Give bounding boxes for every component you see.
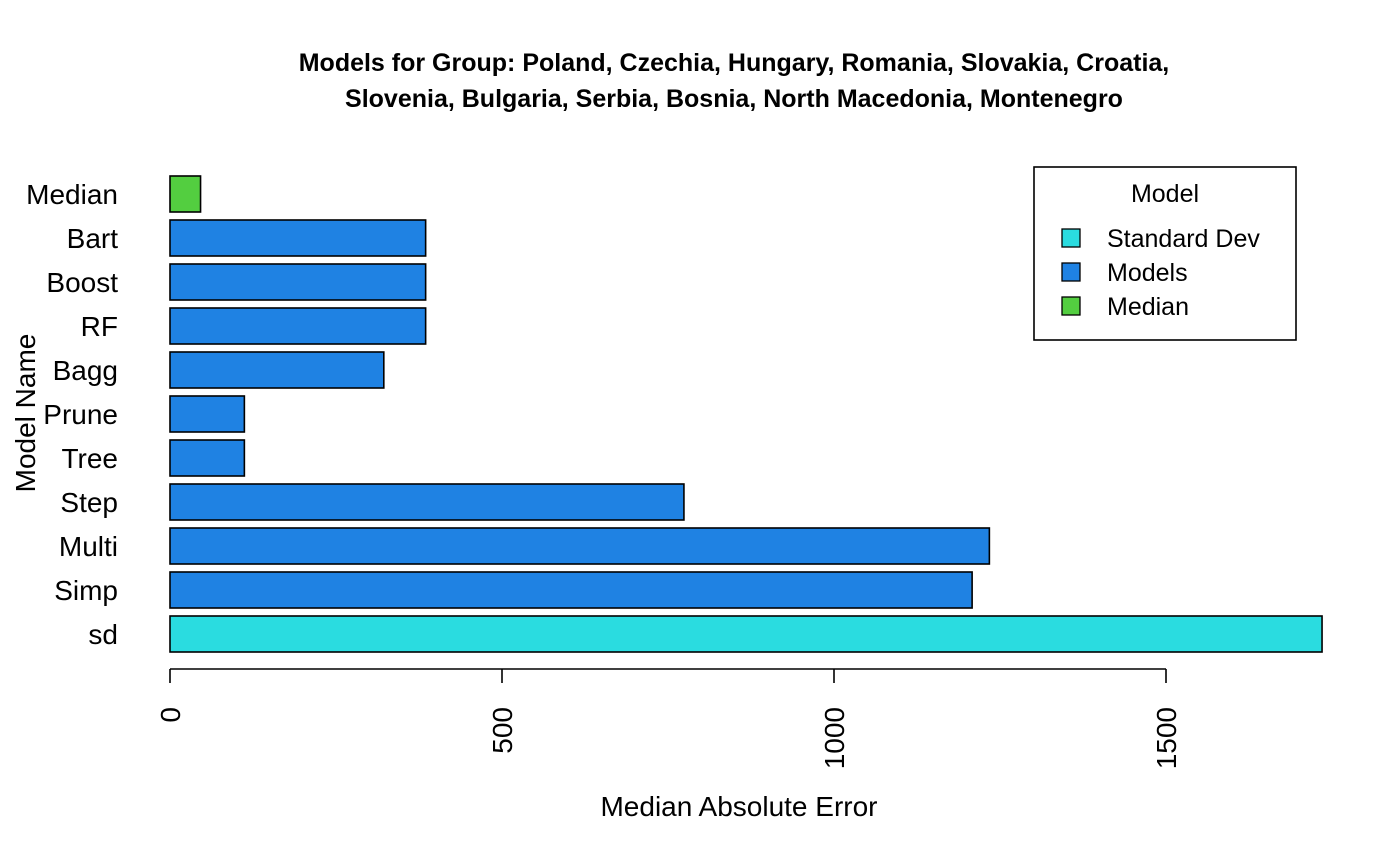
chart-title-line-1: Models for Group: Poland, Czechia, Hunga… — [299, 49, 1170, 77]
legend-label-models: Models — [1107, 259, 1188, 287]
x-tick-label-500: 500 — [487, 707, 518, 754]
bar-median — [169, 175, 202, 213]
bar-prune — [169, 395, 246, 433]
chart-title: Models for Group: Poland, Czechia, Hunga… — [299, 49, 1170, 113]
bar-multi — [169, 527, 991, 565]
category-label-prune: Prune — [43, 399, 118, 430]
category-label-simp: Simp — [54, 575, 118, 606]
x-tick-label-1500: 1500 — [1151, 707, 1182, 769]
category-label-rf: RF — [81, 311, 118, 342]
bar-tree — [169, 439, 246, 477]
bar-boost — [169, 263, 427, 301]
legend-title: Model — [1131, 180, 1199, 208]
y-axis-label: Model Name — [10, 334, 41, 493]
category-label-median: Median — [26, 179, 118, 210]
legend-label-median: Median — [1107, 293, 1189, 321]
bar-sd — [169, 615, 1323, 653]
bar-bagg — [169, 351, 385, 389]
chart-title-line-2: Slovenia, Bulgaria, Serbia, Bosnia, Nort… — [345, 85, 1123, 113]
bar-step — [169, 483, 685, 521]
x-tick-label-0: 0 — [155, 707, 186, 723]
bar-bart — [169, 219, 427, 257]
category-label-bagg: Bagg — [53, 355, 118, 386]
category-label-sd: sd — [88, 619, 118, 650]
legend-swatch-standard-dev — [1061, 228, 1081, 248]
category-label-bart: Bart — [67, 223, 119, 254]
category-label-step: Step — [60, 487, 118, 518]
bar-rf — [169, 307, 427, 345]
category-label-boost: Boost — [46, 267, 118, 298]
legend: Model Standard Dev Models Median — [1033, 166, 1297, 341]
x-axis-label: Median Absolute Error — [600, 791, 877, 822]
legend-label-standard-dev: Standard Dev — [1107, 225, 1260, 253]
x-tick-label-1000: 1000 — [819, 707, 850, 769]
category-labels: sd Simp Multi Step Tree Prune Bagg RF Boost Bart M… — [26, 179, 118, 650]
bars-group — [169, 175, 1323, 653]
category-label-multi: Multi — [59, 531, 118, 562]
bar-simp — [169, 571, 973, 609]
category-label-tree: Tree — [61, 443, 118, 474]
legend-swatch-models — [1061, 262, 1081, 282]
legend-swatch-median — [1061, 296, 1081, 316]
x-axis: 0 500 1000 1500 — [155, 668, 1182, 769]
